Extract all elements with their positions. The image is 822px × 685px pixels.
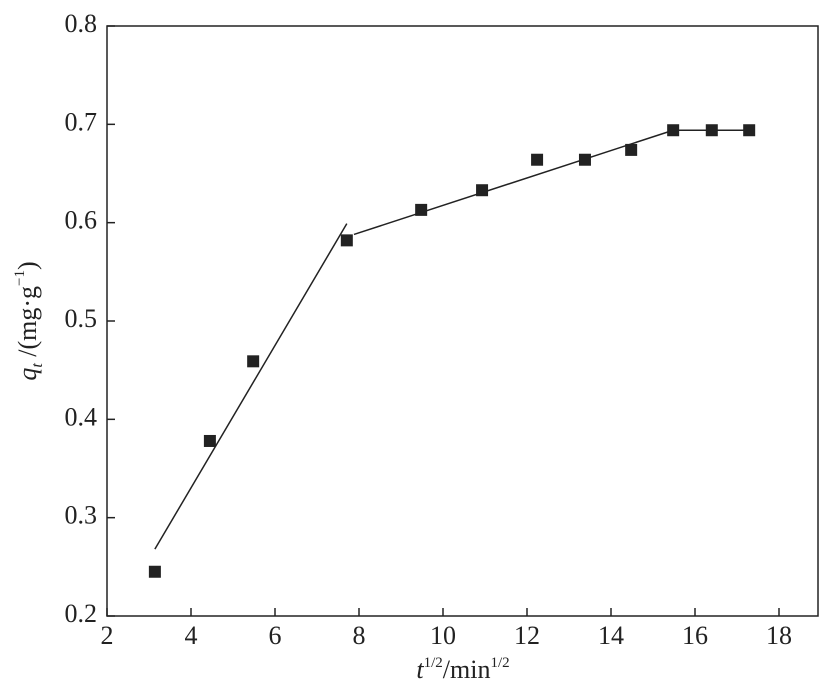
x-label-part: 1/2: [490, 655, 509, 671]
x-tick-label: 18: [766, 621, 792, 650]
y-label-part: −1: [12, 270, 28, 286]
data-point: [148, 565, 161, 578]
y-label-part: q: [13, 368, 42, 381]
y-tick-label: 0.6: [65, 206, 98, 235]
data-point: [625, 143, 638, 156]
data-point: [476, 184, 489, 197]
x-tick-label: 12: [514, 621, 540, 650]
data-point: [743, 124, 756, 137]
y-tick-label: 0.7: [65, 107, 98, 136]
x-tick-label: 6: [269, 621, 282, 650]
x-tick-label: 10: [430, 621, 456, 650]
y-tick-label: 0.2: [65, 599, 98, 628]
fit-line: [154, 223, 348, 550]
y-label-part: t: [29, 363, 46, 368]
y-tick-label: 0.5: [65, 304, 98, 333]
data-point: [531, 153, 544, 166]
data-point: [578, 153, 591, 166]
x-tick-label: 8: [353, 621, 366, 650]
x-axis-label: t1/2/min1/2: [416, 655, 509, 684]
x-tick-label: 2: [101, 621, 114, 650]
fit-line: [353, 129, 674, 236]
y-label-part: /(mg·g: [13, 286, 42, 363]
y-tick-label: 0.4: [65, 402, 98, 431]
x-tick-label: 16: [682, 621, 708, 650]
data-point: [247, 355, 260, 368]
y-label-part: ): [13, 261, 42, 270]
x-label-part: /min: [443, 655, 491, 684]
data-point: [340, 234, 353, 247]
data-point: [667, 124, 680, 137]
x-label-part: t: [416, 655, 424, 684]
plot-frame: [106, 25, 819, 617]
y-tick-label: 0.3: [65, 501, 98, 530]
data-point: [203, 434, 216, 447]
x-tick-label: 4: [185, 621, 198, 650]
x-tick-label: 14: [598, 621, 624, 650]
y-tick-label: 0.8: [65, 9, 98, 38]
y-axis-label: qt /(mg·g−1): [12, 261, 45, 380]
data-point: [705, 124, 718, 137]
data-point: [415, 203, 428, 216]
x-label-part: 1/2: [424, 655, 443, 671]
